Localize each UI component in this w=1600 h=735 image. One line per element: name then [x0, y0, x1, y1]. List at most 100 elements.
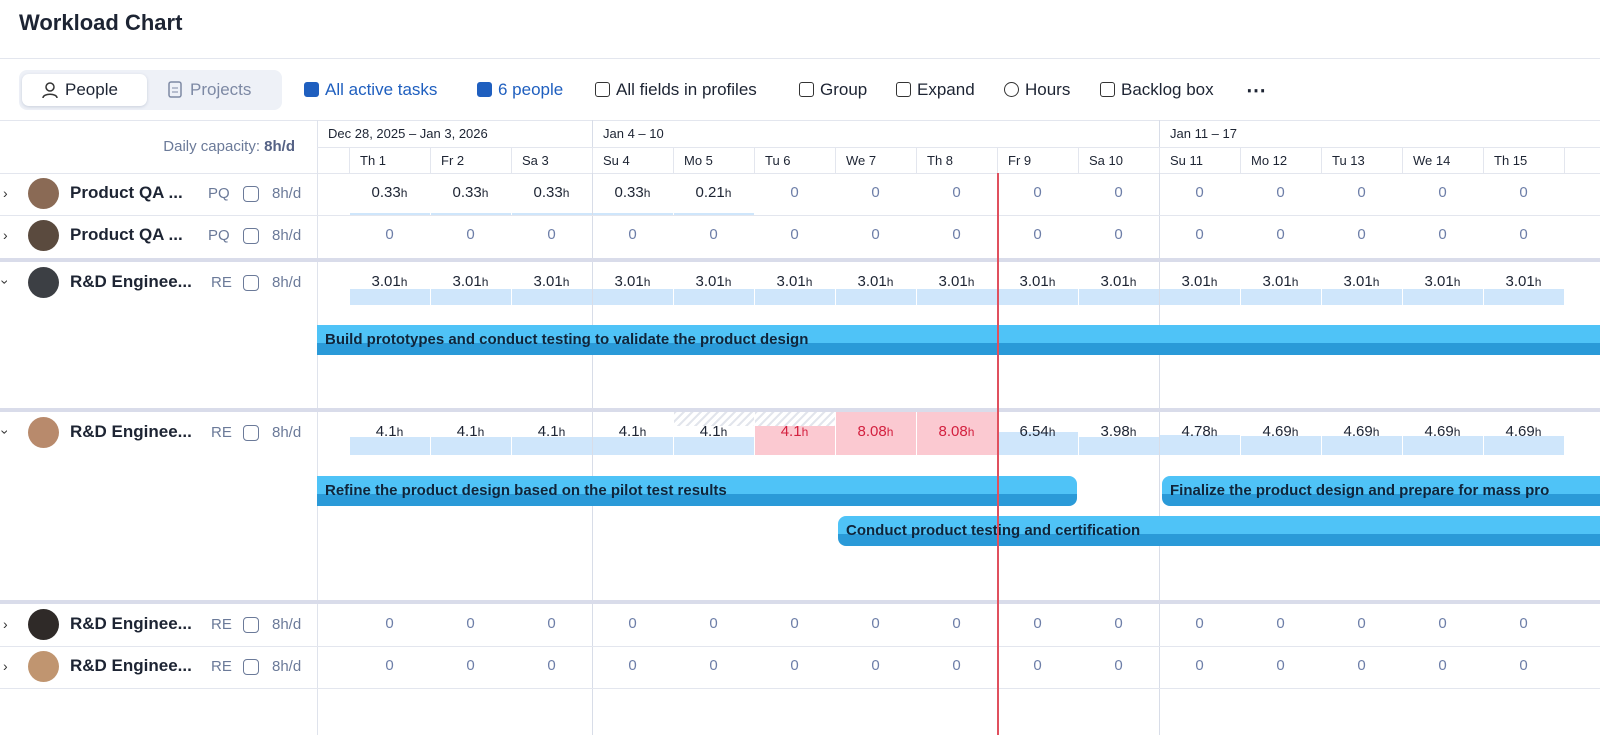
hours-cell: 3.01h	[857, 273, 894, 290]
task-bar[interactable]: Refine the product design based on the p…	[317, 476, 1077, 506]
day-line	[1078, 147, 1079, 173]
task-bar[interactable]: Build prototypes and conduct testing to …	[317, 325, 1600, 355]
expand-toggle[interactable]: ›	[3, 227, 8, 243]
unit: h	[720, 425, 728, 439]
people-icon	[42, 82, 58, 99]
filter-button[interactable]: Group	[820, 80, 868, 99]
hours-cell: 3.01h	[371, 273, 408, 290]
day-label: We 14	[1413, 153, 1451, 168]
unit: h	[1210, 425, 1218, 439]
avatar	[28, 220, 59, 251]
profile-icon[interactable]	[243, 275, 259, 291]
week-label: Jan 4 – 10	[603, 126, 664, 141]
hours-cell: 4.1h	[375, 423, 404, 440]
day-line	[916, 147, 917, 173]
avatar	[28, 609, 59, 640]
unit: h	[1048, 425, 1056, 439]
load-bar	[998, 288, 1078, 305]
more-menu[interactable]: ⋯	[1246, 80, 1267, 102]
row-separator	[0, 600, 1600, 604]
load-bar	[593, 436, 673, 455]
hours-cell: 8.08h	[938, 423, 975, 440]
week-line	[1159, 120, 1160, 735]
day-label: Fr 9	[1008, 153, 1032, 168]
unit: h	[400, 275, 408, 289]
hours-cell: 0	[952, 226, 961, 243]
member-name[interactable]: R&D Enginee...	[70, 272, 192, 291]
unit: h	[1372, 425, 1380, 439]
hours-cell: 0	[1519, 226, 1528, 243]
day-line	[1483, 147, 1484, 173]
week-label: Jan 11 – 17	[1170, 126, 1237, 141]
expand-toggle[interactable]: ›	[3, 616, 8, 632]
view-tabs: People Projects	[19, 70, 282, 110]
task-bar[interactable]: Finalize the product design and prepare …	[1162, 476, 1600, 506]
load-bar	[836, 288, 916, 305]
tab-projects[interactable]: Projects	[190, 80, 252, 99]
filter-icon	[896, 82, 911, 97]
hours-cell: 0	[1276, 226, 1285, 243]
profile-icon[interactable]	[243, 186, 259, 202]
filter-button[interactable]: Hours	[1025, 80, 1071, 99]
unit: h	[562, 186, 570, 200]
hours-cell: 0	[1357, 226, 1366, 243]
hours-cell: 0	[547, 657, 556, 674]
hours-cell: 4.1h	[456, 423, 485, 440]
member-name[interactable]: R&D Enginee...	[70, 656, 192, 675]
expand-toggle[interactable]: ›	[3, 185, 8, 201]
member-capacity: 8h/d	[272, 658, 302, 675]
hours-cell: 0	[1195, 657, 1204, 674]
day-label: Mo 5	[684, 153, 713, 168]
load-bar	[836, 412, 916, 455]
avatar	[28, 651, 59, 682]
unit: h	[1291, 275, 1299, 289]
day-label: Su 4	[603, 153, 630, 168]
member-name[interactable]: Product QA ...	[70, 225, 183, 244]
divider	[0, 58, 1600, 59]
tab-people[interactable]: People	[22, 74, 147, 106]
hours-cell: 0	[871, 226, 880, 243]
capacity-hatch	[674, 412, 754, 426]
load-bar	[512, 213, 592, 215]
filter-button[interactable]: All active tasks	[325, 80, 438, 99]
member-initials: RE	[211, 616, 232, 633]
unit: h	[481, 186, 489, 200]
row-separator	[0, 258, 1600, 262]
hours-cell: 0	[1195, 226, 1204, 243]
load-bar	[350, 288, 430, 305]
hours-cell: 3.01h	[1019, 273, 1056, 290]
expand-toggle[interactable]: ›	[0, 280, 13, 285]
profile-icon[interactable]	[243, 617, 259, 633]
member-name[interactable]: Product QA ...	[70, 183, 183, 202]
hours-cell: 0	[1033, 184, 1042, 201]
unit: h	[643, 275, 651, 289]
filter-button[interactable]: Backlog box	[1121, 80, 1214, 99]
row-separator	[0, 408, 1600, 412]
profile-icon[interactable]	[243, 228, 259, 244]
hours-cell: 0	[1357, 657, 1366, 674]
hours-cell: 3.01h	[776, 273, 813, 290]
page-title: Workload Chart	[19, 10, 183, 35]
task-bar[interactable]: Conduct product testing and certificatio…	[838, 516, 1600, 546]
filter-button[interactable]: All fields in profiles	[616, 80, 757, 99]
filter-button[interactable]: Expand	[917, 80, 975, 99]
capacity-value: 8h/d	[264, 138, 295, 155]
expand-toggle[interactable]: ›	[0, 430, 13, 435]
profile-icon[interactable]	[243, 425, 259, 441]
divider	[0, 173, 1600, 174]
member-name[interactable]: R&D Enginee...	[70, 422, 192, 441]
hours-cell: 0	[547, 226, 556, 243]
hours-cell: 0	[952, 615, 961, 632]
expand-toggle[interactable]: ›	[3, 658, 8, 674]
header-line	[317, 147, 1600, 148]
hours-cell: 0.33h	[533, 184, 570, 201]
hours-cell: 0	[628, 615, 637, 632]
hours-cell: 0	[1033, 226, 1042, 243]
hours-cell: 3.01h	[1424, 273, 1461, 290]
member-capacity: 8h/d	[272, 274, 302, 291]
profile-icon[interactable]	[243, 659, 259, 675]
member-name[interactable]: R&D Enginee...	[70, 614, 192, 633]
hours-cell: 3.01h	[614, 273, 651, 290]
hours-cell: 8.08h	[857, 423, 894, 440]
filter-button[interactable]: 6 people	[498, 80, 564, 99]
